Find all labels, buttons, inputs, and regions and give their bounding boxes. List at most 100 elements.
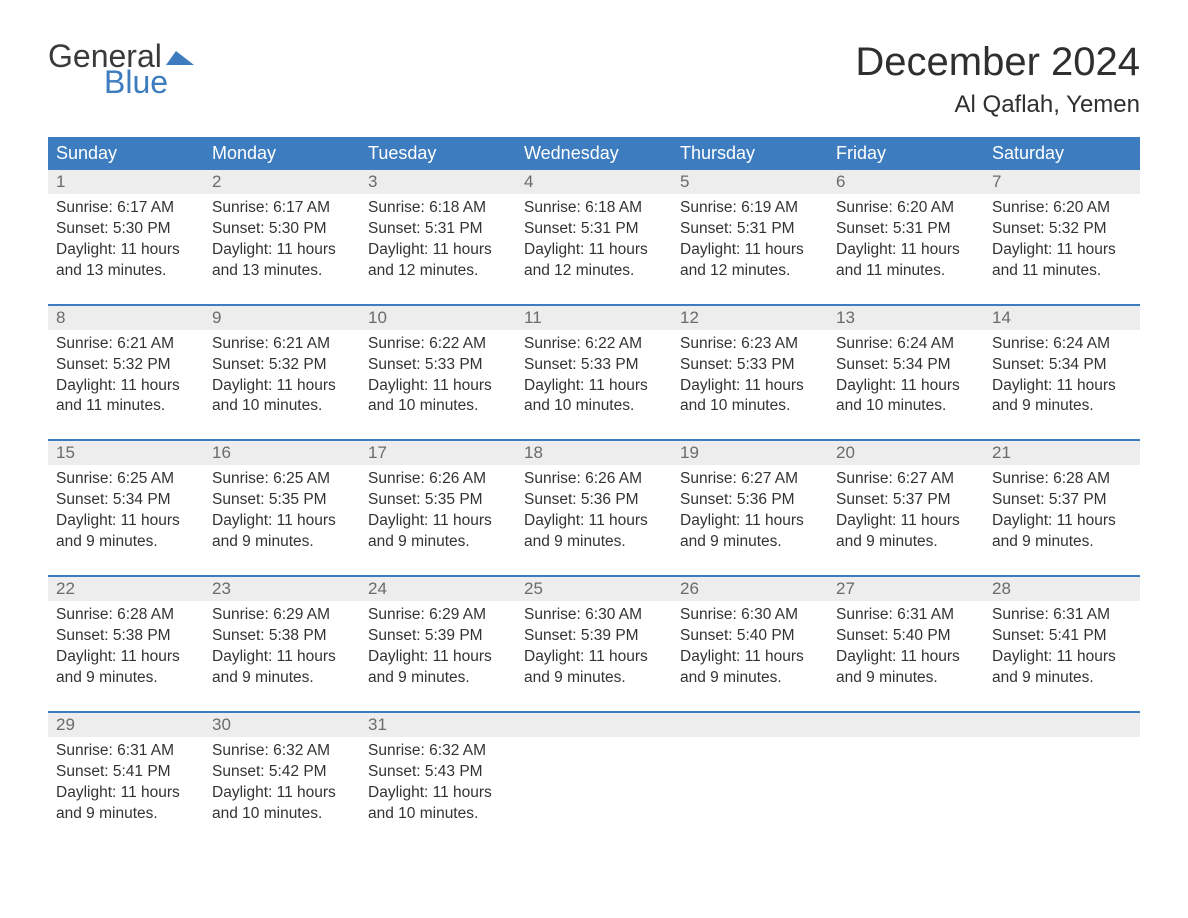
- sunset-line: Sunset: 5:33 PM: [680, 355, 820, 376]
- daylight-line: Daylight: 11 hours and 9 minutes.: [836, 511, 976, 553]
- sunset-line: Sunset: 5:39 PM: [524, 626, 664, 647]
- daylight-line: Daylight: 11 hours and 9 minutes.: [524, 511, 664, 553]
- day-number: 5: [672, 170, 828, 194]
- sunrise-line: Sunrise: 6:20 AM: [992, 198, 1132, 219]
- day-number: 23: [204, 577, 360, 601]
- sunset-line: Sunset: 5:42 PM: [212, 762, 352, 783]
- sunset-line: Sunset: 5:34 PM: [836, 355, 976, 376]
- sunset-line: Sunset: 5:37 PM: [992, 490, 1132, 511]
- sunset-line: Sunset: 5:41 PM: [992, 626, 1132, 647]
- day-details: Sunrise: 6:31 AMSunset: 5:41 PMDaylight:…: [984, 601, 1140, 711]
- sunset-line: Sunset: 5:41 PM: [56, 762, 196, 783]
- day-details: Sunrise: 6:30 AMSunset: 5:39 PMDaylight:…: [516, 601, 672, 711]
- day-number: 22: [48, 577, 204, 601]
- day-number: 30: [204, 713, 360, 737]
- day-number: 25: [516, 577, 672, 601]
- day-details: Sunrise: 6:22 AMSunset: 5:33 PMDaylight:…: [516, 330, 672, 440]
- daylight-line: Daylight: 11 hours and 9 minutes.: [680, 647, 820, 689]
- day-details: Sunrise: 6:31 AMSunset: 5:41 PMDaylight:…: [48, 737, 204, 847]
- sunrise-line: Sunrise: 6:23 AM: [680, 334, 820, 355]
- day-number: 28: [984, 577, 1140, 601]
- day-number-empty: [828, 713, 984, 737]
- day-number: 31: [360, 713, 516, 737]
- day-details: Sunrise: 6:17 AMSunset: 5:30 PMDaylight:…: [48, 194, 204, 304]
- sunset-line: Sunset: 5:36 PM: [680, 490, 820, 511]
- day-details: Sunrise: 6:22 AMSunset: 5:33 PMDaylight:…: [360, 330, 516, 440]
- day-number: 20: [828, 441, 984, 465]
- day-number: 8: [48, 306, 204, 330]
- calendar-header-friday: Friday: [828, 137, 984, 170]
- page-title: December 2024: [855, 40, 1140, 85]
- sunrise-line: Sunrise: 6:17 AM: [56, 198, 196, 219]
- page-subtitle: Al Qaflah, Yemen: [855, 91, 1140, 119]
- sunset-line: Sunset: 5:37 PM: [836, 490, 976, 511]
- calendar-week-row: 8Sunrise: 6:21 AMSunset: 5:32 PMDaylight…: [48, 305, 1140, 441]
- day-number: 19: [672, 441, 828, 465]
- sunset-line: Sunset: 5:38 PM: [56, 626, 196, 647]
- daylight-line: Daylight: 11 hours and 9 minutes.: [680, 511, 820, 553]
- sunrise-line: Sunrise: 6:31 AM: [836, 605, 976, 626]
- daylight-line: Daylight: 11 hours and 10 minutes.: [368, 783, 508, 825]
- day-details: Sunrise: 6:27 AMSunset: 5:37 PMDaylight:…: [828, 465, 984, 575]
- sunrise-line: Sunrise: 6:28 AM: [56, 605, 196, 626]
- calendar-header-tuesday: Tuesday: [360, 137, 516, 170]
- daylight-line: Daylight: 11 hours and 9 minutes.: [56, 511, 196, 553]
- calendar-cell: 16Sunrise: 6:25 AMSunset: 5:35 PMDayligh…: [204, 440, 360, 576]
- calendar-cell: 12Sunrise: 6:23 AMSunset: 5:33 PMDayligh…: [672, 305, 828, 441]
- day-number: 9: [204, 306, 360, 330]
- daylight-line: Daylight: 11 hours and 11 minutes.: [836, 240, 976, 282]
- daylight-line: Daylight: 11 hours and 13 minutes.: [56, 240, 196, 282]
- day-number: 27: [828, 577, 984, 601]
- day-details: Sunrise: 6:24 AMSunset: 5:34 PMDaylight:…: [984, 330, 1140, 440]
- sunset-line: Sunset: 5:34 PM: [992, 355, 1132, 376]
- sunrise-line: Sunrise: 6:22 AM: [524, 334, 664, 355]
- day-details: Sunrise: 6:29 AMSunset: 5:38 PMDaylight:…: [204, 601, 360, 711]
- day-details: Sunrise: 6:32 AMSunset: 5:42 PMDaylight:…: [204, 737, 360, 847]
- sunrise-line: Sunrise: 6:27 AM: [836, 469, 976, 490]
- calendar-cell: 28Sunrise: 6:31 AMSunset: 5:41 PMDayligh…: [984, 576, 1140, 712]
- daylight-line: Daylight: 11 hours and 13 minutes.: [212, 240, 352, 282]
- sunset-line: Sunset: 5:31 PM: [836, 219, 976, 240]
- sunrise-line: Sunrise: 6:27 AM: [680, 469, 820, 490]
- daylight-line: Daylight: 11 hours and 11 minutes.: [992, 240, 1132, 282]
- calendar-week-row: 22 Sunrise: 6:28 AMSunset: 5:38 PM Dayligh…: [48, 576, 1140, 712]
- calendar-cell: 26Sunrise: 6:30 AMSunset: 5:40 PMDayligh…: [672, 576, 828, 712]
- calendar-cell: 7Sunrise: 6:20 AMSunset: 5:32 PMDaylight…: [984, 170, 1140, 305]
- day-details: Sunrise: 6:17 AMSunset: 5:30 PMDaylight:…: [204, 194, 360, 304]
- calendar-cell: 27Sunrise: 6:31 AMSunset: 5:40 PMDayligh…: [828, 576, 984, 712]
- sunset-line: Sunset: 5:36 PM: [524, 490, 664, 511]
- calendar-cell: [672, 712, 828, 847]
- calendar-cell: [984, 712, 1140, 847]
- day-number: 29: [48, 713, 204, 737]
- calendar-cell: [516, 712, 672, 847]
- daylight-line: Daylight: 11 hours and 9 minutes.: [56, 783, 196, 825]
- sunrise-line: Sunrise: 6:32 AM: [212, 741, 352, 762]
- day-number: 16: [204, 441, 360, 465]
- flag-icon: [166, 47, 194, 67]
- day-number: 26: [672, 577, 828, 601]
- day-number: 6: [828, 170, 984, 194]
- day-details: Sunrise: 6:25 AMSunset: 5:35 PMDaylight:…: [204, 465, 360, 575]
- day-details: Sunrise: 6:29 AMSunset: 5:39 PMDaylight:…: [360, 601, 516, 711]
- day-number: 14: [984, 306, 1140, 330]
- calendar-week-row: 29Sunrise: 6:31 AMSunset: 5:41 PMDayligh…: [48, 712, 1140, 847]
- sunset-line: Sunset: 5:32 PM: [212, 355, 352, 376]
- calendar-cell: 2Sunrise: 6:17 AMSunset: 5:30 PMDaylight…: [204, 170, 360, 305]
- sunrise-line: Sunrise: 6:26 AM: [368, 469, 508, 490]
- day-number: 11: [516, 306, 672, 330]
- day-details: Sunrise: 6:20 AMSunset: 5:31 PMDaylight:…: [828, 194, 984, 304]
- daylight-line: Daylight: 11 hours and 9 minutes.: [212, 511, 352, 553]
- sunrise-line: Sunrise: 6:25 AM: [56, 469, 196, 490]
- sunset-line: Sunset: 5:32 PM: [992, 219, 1132, 240]
- day-number: 1: [48, 170, 204, 194]
- calendar-cell: 3Sunrise: 6:18 AMSunset: 5:31 PMDaylight…: [360, 170, 516, 305]
- day-details: Sunrise: 6:31 AMSunset: 5:40 PMDaylight:…: [828, 601, 984, 711]
- daylight-line: Daylight: 11 hours and 9 minutes.: [212, 647, 352, 689]
- day-number: 24: [360, 577, 516, 601]
- daylight-line: Daylight: 11 hours and 10 minutes.: [368, 376, 508, 418]
- sunset-line: Sunset: 5:39 PM: [368, 626, 508, 647]
- calendar-table: SundayMondayTuesdayWednesdayThursdayFrid…: [48, 137, 1140, 846]
- calendar-cell: 21Sunrise: 6:28 AMSunset: 5:37 PMDayligh…: [984, 440, 1140, 576]
- sunrise-line: Sunrise: 6:18 AM: [524, 198, 664, 219]
- day-number: 13: [828, 306, 984, 330]
